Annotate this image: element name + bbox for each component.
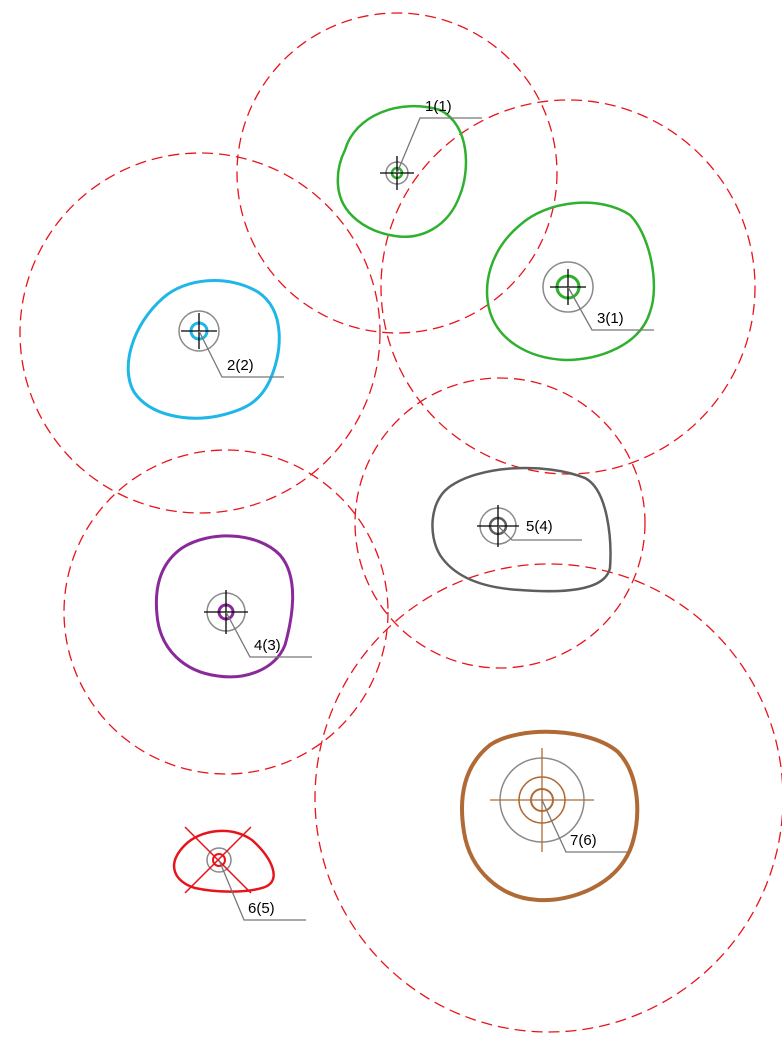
site-5[interactable]: 5(4) [431,466,612,593]
site-6-label: 6(5) [248,900,275,917]
site-6[interactable]: 6(5) [173,826,306,921]
site-6-outer-ring [206,847,232,873]
buffer-circle-3 [380,99,756,475]
site-3[interactable]: 3(1) [485,201,656,362]
site-6-outline [173,829,275,893]
site-4-outline [154,534,295,679]
buffer-circle-7 [314,563,782,1033]
site-5-label: 5(4) [526,518,553,535]
site-7[interactable]: 7(6) [460,729,640,903]
site-2-outline [126,279,281,420]
site-2-leader [198,330,284,378]
site-3-outline [485,201,656,362]
site-2-outer-ring [178,310,220,352]
site-3-label: 3(1) [597,310,624,327]
site-2[interactable]: 2(2) [126,279,284,420]
site-1-outline [336,105,468,238]
buffer-circle-5 [354,377,646,669]
site-7-outline [460,729,640,903]
site-4-label: 4(3) [254,637,281,654]
buffer-circle-1 [236,12,558,334]
site-4-leader [225,611,312,658]
site-1[interactable]: 1(1) [336,98,482,238]
site-3-leader [567,286,654,331]
site-1-leader [396,117,482,174]
buffer-circles [19,12,782,1033]
site-2-label: 2(2) [227,357,254,374]
site-6-cross-icon [184,826,252,894]
site-3-outer-ring [542,261,594,313]
site-6-inner-ring [212,853,226,867]
site-1-label: 1(1) [425,98,452,115]
buffer-circle-2 [19,152,381,514]
site-7-leader [541,799,628,853]
site-7-label: 7(6) [570,832,597,849]
site-5-leader [497,525,582,541]
site-5-outline [431,466,612,593]
site-4[interactable]: 4(3) [154,534,312,679]
buffer-circle-4 [63,449,389,775]
site-6-leader [218,859,306,921]
